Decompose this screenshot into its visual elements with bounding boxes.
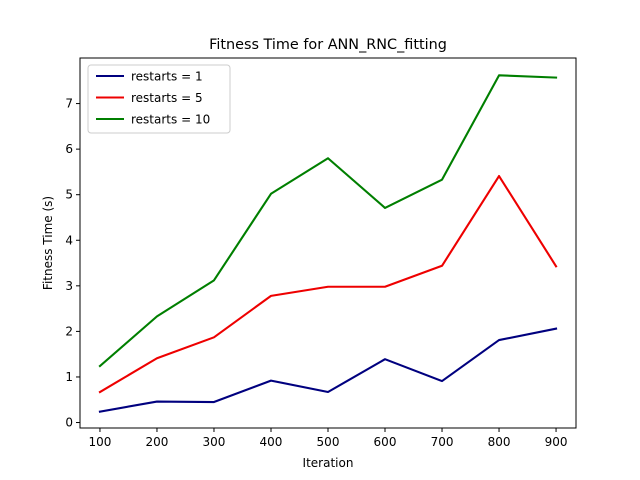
series-line-1 [98, 327, 558, 413]
y-tick-label: 6 [65, 142, 73, 156]
y-axis: 0 1 2 3 4 5 6 7 [65, 97, 80, 430]
y-axis-label: Fitness Time (s) [41, 196, 55, 290]
y-tick-label: 4 [65, 233, 73, 247]
x-tick-label: 900 [545, 435, 568, 449]
x-tick-label: 400 [260, 435, 283, 449]
series-line-3 [98, 74, 558, 368]
y-tick-label: 3 [65, 279, 73, 293]
y-tick-label: 2 [65, 324, 73, 338]
x-axis-label: Iteration [303, 456, 354, 470]
x-tick-label: 800 [488, 435, 511, 449]
x-tick-label: 700 [431, 435, 454, 449]
legend-label-1: restarts = 1 [131, 70, 203, 84]
legend: restarts = 1 restarts = 5 restarts = 10 [87, 64, 231, 134]
legend-label-2: restarts = 5 [131, 91, 203, 105]
x-tick-label: 600 [374, 435, 397, 449]
x-tick-label: 300 [203, 435, 226, 449]
x-tick-label: 500 [317, 435, 340, 449]
chart-title: Fitness Time for ANN_RNC_fitting [209, 37, 447, 53]
legend-label-3: restarts = 10 [131, 113, 210, 127]
y-tick-label: 7 [65, 97, 73, 111]
x-tick-label: 100 [89, 435, 112, 449]
series-line-2 [98, 174, 558, 394]
y-tick-label: 1 [65, 370, 73, 384]
y-tick-label: 5 [65, 188, 73, 202]
series-layer [98, 74, 558, 413]
y-tick-label: 0 [65, 416, 73, 430]
x-tick-label: 200 [146, 435, 169, 449]
x-axis: 100 200 300 400 500 600 700 800 900 [89, 428, 568, 449]
legend-box [87, 64, 231, 134]
